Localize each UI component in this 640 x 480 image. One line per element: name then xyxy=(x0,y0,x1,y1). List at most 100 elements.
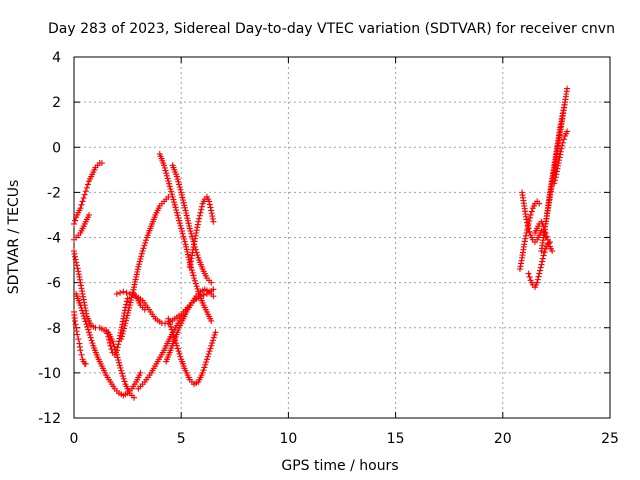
data-point xyxy=(124,295,131,302)
data-point xyxy=(525,270,532,277)
data-point xyxy=(184,215,191,222)
data-point xyxy=(120,375,127,382)
data-point xyxy=(206,348,213,355)
data-point xyxy=(82,318,89,325)
series-sat-n xyxy=(169,162,215,286)
data-point xyxy=(169,193,176,200)
data-point xyxy=(166,183,173,190)
data-point xyxy=(176,350,183,357)
data-point xyxy=(536,200,543,207)
data-point xyxy=(89,340,96,347)
y-tick-label: -8 xyxy=(47,321,61,337)
x-tick-label: 10 xyxy=(279,431,297,447)
y-tick-label: -4 xyxy=(47,231,61,247)
data-point xyxy=(191,275,198,282)
data-point xyxy=(88,337,95,344)
data-point xyxy=(545,240,552,247)
data-point xyxy=(538,261,545,268)
data-point xyxy=(163,170,170,177)
data-point xyxy=(73,262,80,269)
data-point xyxy=(167,185,174,192)
data-point xyxy=(207,345,214,352)
data-point xyxy=(136,261,143,268)
x-tick-label: 20 xyxy=(494,431,512,447)
data-point xyxy=(161,162,168,169)
data-point xyxy=(138,253,145,260)
data-point xyxy=(173,207,180,214)
data-point xyxy=(174,345,181,352)
data-point xyxy=(208,342,215,349)
data-point xyxy=(208,279,215,286)
data-point xyxy=(181,204,188,211)
data-point xyxy=(176,220,183,227)
data-point xyxy=(127,297,134,304)
data-point xyxy=(122,320,129,327)
data-marks xyxy=(71,85,571,401)
data-point xyxy=(172,204,179,211)
data-point xyxy=(202,361,209,368)
data-point xyxy=(205,350,212,357)
data-point xyxy=(203,359,210,366)
data-point xyxy=(173,209,180,216)
x-axis: 0 5 10 15 20 25 xyxy=(70,431,619,447)
data-point xyxy=(210,286,217,293)
data-point xyxy=(136,258,143,265)
data-point xyxy=(196,215,203,222)
data-point xyxy=(78,201,85,208)
data-point xyxy=(163,172,170,179)
data-point xyxy=(209,340,216,347)
data-point xyxy=(171,201,178,208)
data-point xyxy=(77,347,84,354)
data-point xyxy=(552,174,559,181)
data-point xyxy=(141,242,148,249)
data-point xyxy=(172,337,179,344)
data-point xyxy=(74,265,81,272)
data-point xyxy=(188,264,195,271)
data-point xyxy=(199,369,206,376)
data-point xyxy=(177,353,184,360)
data-point xyxy=(166,180,173,187)
data-point xyxy=(75,336,82,343)
data-point xyxy=(180,199,187,206)
data-point xyxy=(128,294,135,301)
data-point xyxy=(185,254,192,261)
series-sat-m xyxy=(165,315,219,388)
data-point xyxy=(179,194,186,201)
data-point xyxy=(194,285,201,292)
data-point xyxy=(115,357,122,364)
series-sat-l xyxy=(163,286,217,365)
data-point xyxy=(123,317,130,324)
data-point xyxy=(123,301,130,308)
data-point xyxy=(73,259,80,266)
data-point xyxy=(186,222,193,229)
data-point xyxy=(83,321,90,328)
data-point xyxy=(113,290,120,297)
data-point xyxy=(78,351,85,358)
data-point xyxy=(81,315,88,322)
data-point xyxy=(188,233,195,240)
data-point xyxy=(79,307,86,314)
data-point xyxy=(564,128,571,135)
data-point xyxy=(524,222,531,229)
data-point xyxy=(549,248,556,255)
data-point xyxy=(560,136,567,143)
data-point xyxy=(120,288,127,295)
data-point xyxy=(526,214,533,221)
data-point xyxy=(98,160,105,167)
data-point xyxy=(108,346,115,353)
data-point xyxy=(185,220,192,227)
data-point xyxy=(124,312,131,319)
data-point xyxy=(537,264,544,271)
data-point xyxy=(551,177,558,184)
series-sat-p xyxy=(516,198,543,273)
data-point xyxy=(188,230,195,237)
data-point xyxy=(170,196,177,203)
data-point xyxy=(168,191,175,198)
data-point xyxy=(85,326,92,333)
y-tick-label: 4 xyxy=(52,50,61,66)
data-point xyxy=(115,341,122,348)
data-point xyxy=(177,222,184,229)
data-point xyxy=(116,362,123,369)
data-point xyxy=(80,310,87,317)
data-point xyxy=(78,304,85,311)
